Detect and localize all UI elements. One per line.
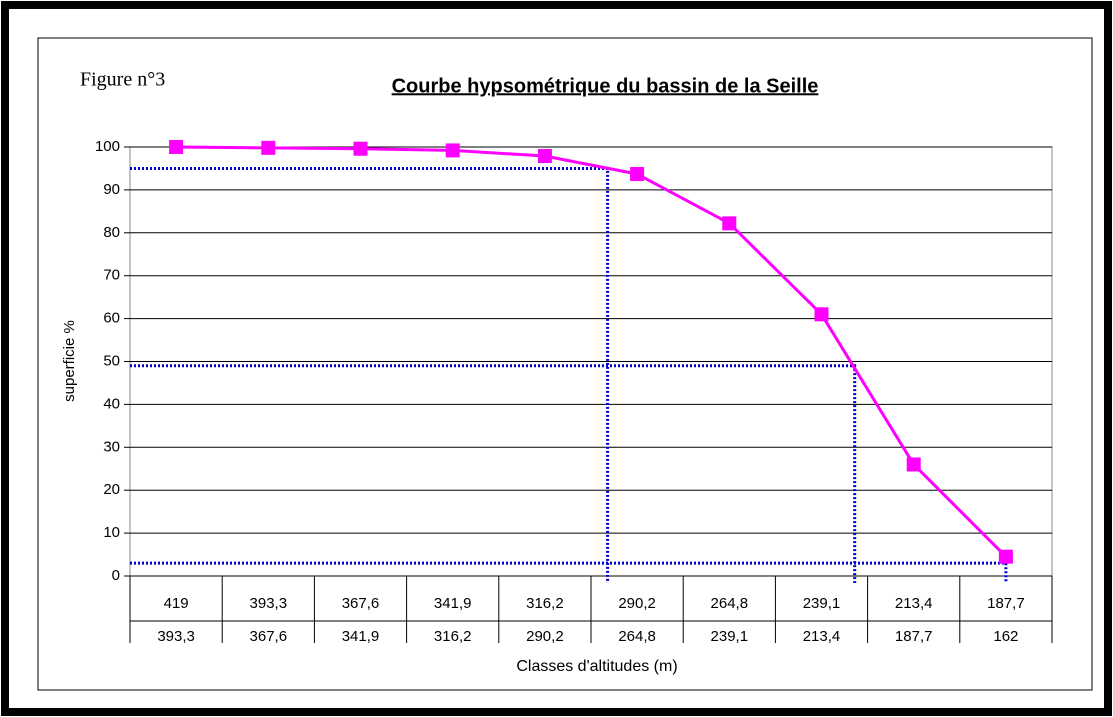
y-tick-label: 60 [103, 310, 120, 327]
x-tick-label: 341,9 [342, 628, 380, 645]
point-marker [906, 457, 921, 472]
x-tick-label: 290,2 [618, 595, 656, 612]
chart-frame [37, 37, 1093, 691]
x-tick-label: 239,1 [711, 628, 749, 645]
point-marker [445, 143, 460, 158]
point-marker [814, 307, 829, 322]
x-tick-label: 341,9 [434, 595, 472, 612]
y-tick-label: 80 [103, 224, 120, 241]
y-tick-label: 10 [103, 524, 120, 541]
point-marker [353, 141, 368, 156]
x-tick-label: 393,3 [250, 595, 288, 612]
point-marker [722, 216, 737, 231]
y-tick-label: 30 [103, 438, 120, 455]
x-axis-label: Classes d'altitudes (m) [516, 658, 677, 675]
reference-line [130, 561, 1008, 583]
y-tick-label: 90 [103, 181, 120, 198]
y-tick-label: 20 [103, 481, 120, 498]
x-tick-label: 393,3 [157, 628, 195, 645]
chart-title: Courbe hypsométrique du bassin de la Sei… [392, 75, 819, 97]
reference-line [130, 364, 857, 583]
series-line [176, 145, 1007, 558]
x-tick-label: 264,8 [618, 628, 656, 645]
figure-label: Figure n°3 [80, 69, 165, 91]
x-tick-label: 316,2 [434, 628, 472, 645]
y-tick-label: 50 [103, 352, 120, 369]
x-tick-label: 367,6 [342, 595, 380, 612]
x-tick-label: 316,2 [526, 595, 564, 612]
reference-line [130, 166, 610, 583]
point-marker [998, 549, 1013, 564]
point-marker [537, 149, 552, 164]
point-marker [169, 140, 184, 154]
x-tick-label: 187,7 [987, 595, 1025, 612]
x-tick-label: 367,6 [250, 628, 288, 645]
x-tick-label: 290,2 [526, 628, 564, 645]
y-tick-label: 40 [103, 395, 120, 412]
point-marker [261, 140, 276, 155]
x-tick-label: 213,4 [803, 628, 841, 645]
x-tick-label: 264,8 [711, 595, 749, 612]
y-tick-label: 70 [103, 267, 120, 284]
y-tick-label: 100 [95, 138, 120, 155]
x-tick-label: 419 [164, 595, 189, 612]
y-tick-label: 0 [112, 567, 120, 584]
x-tick-label: 162 [993, 628, 1018, 645]
y-axis-label: superficie % [61, 320, 78, 402]
point-marker [630, 167, 645, 182]
x-tick-label: 213,4 [895, 595, 933, 612]
x-tick-label: 239,1 [803, 595, 841, 612]
x-tick-label: 187,7 [895, 628, 933, 645]
